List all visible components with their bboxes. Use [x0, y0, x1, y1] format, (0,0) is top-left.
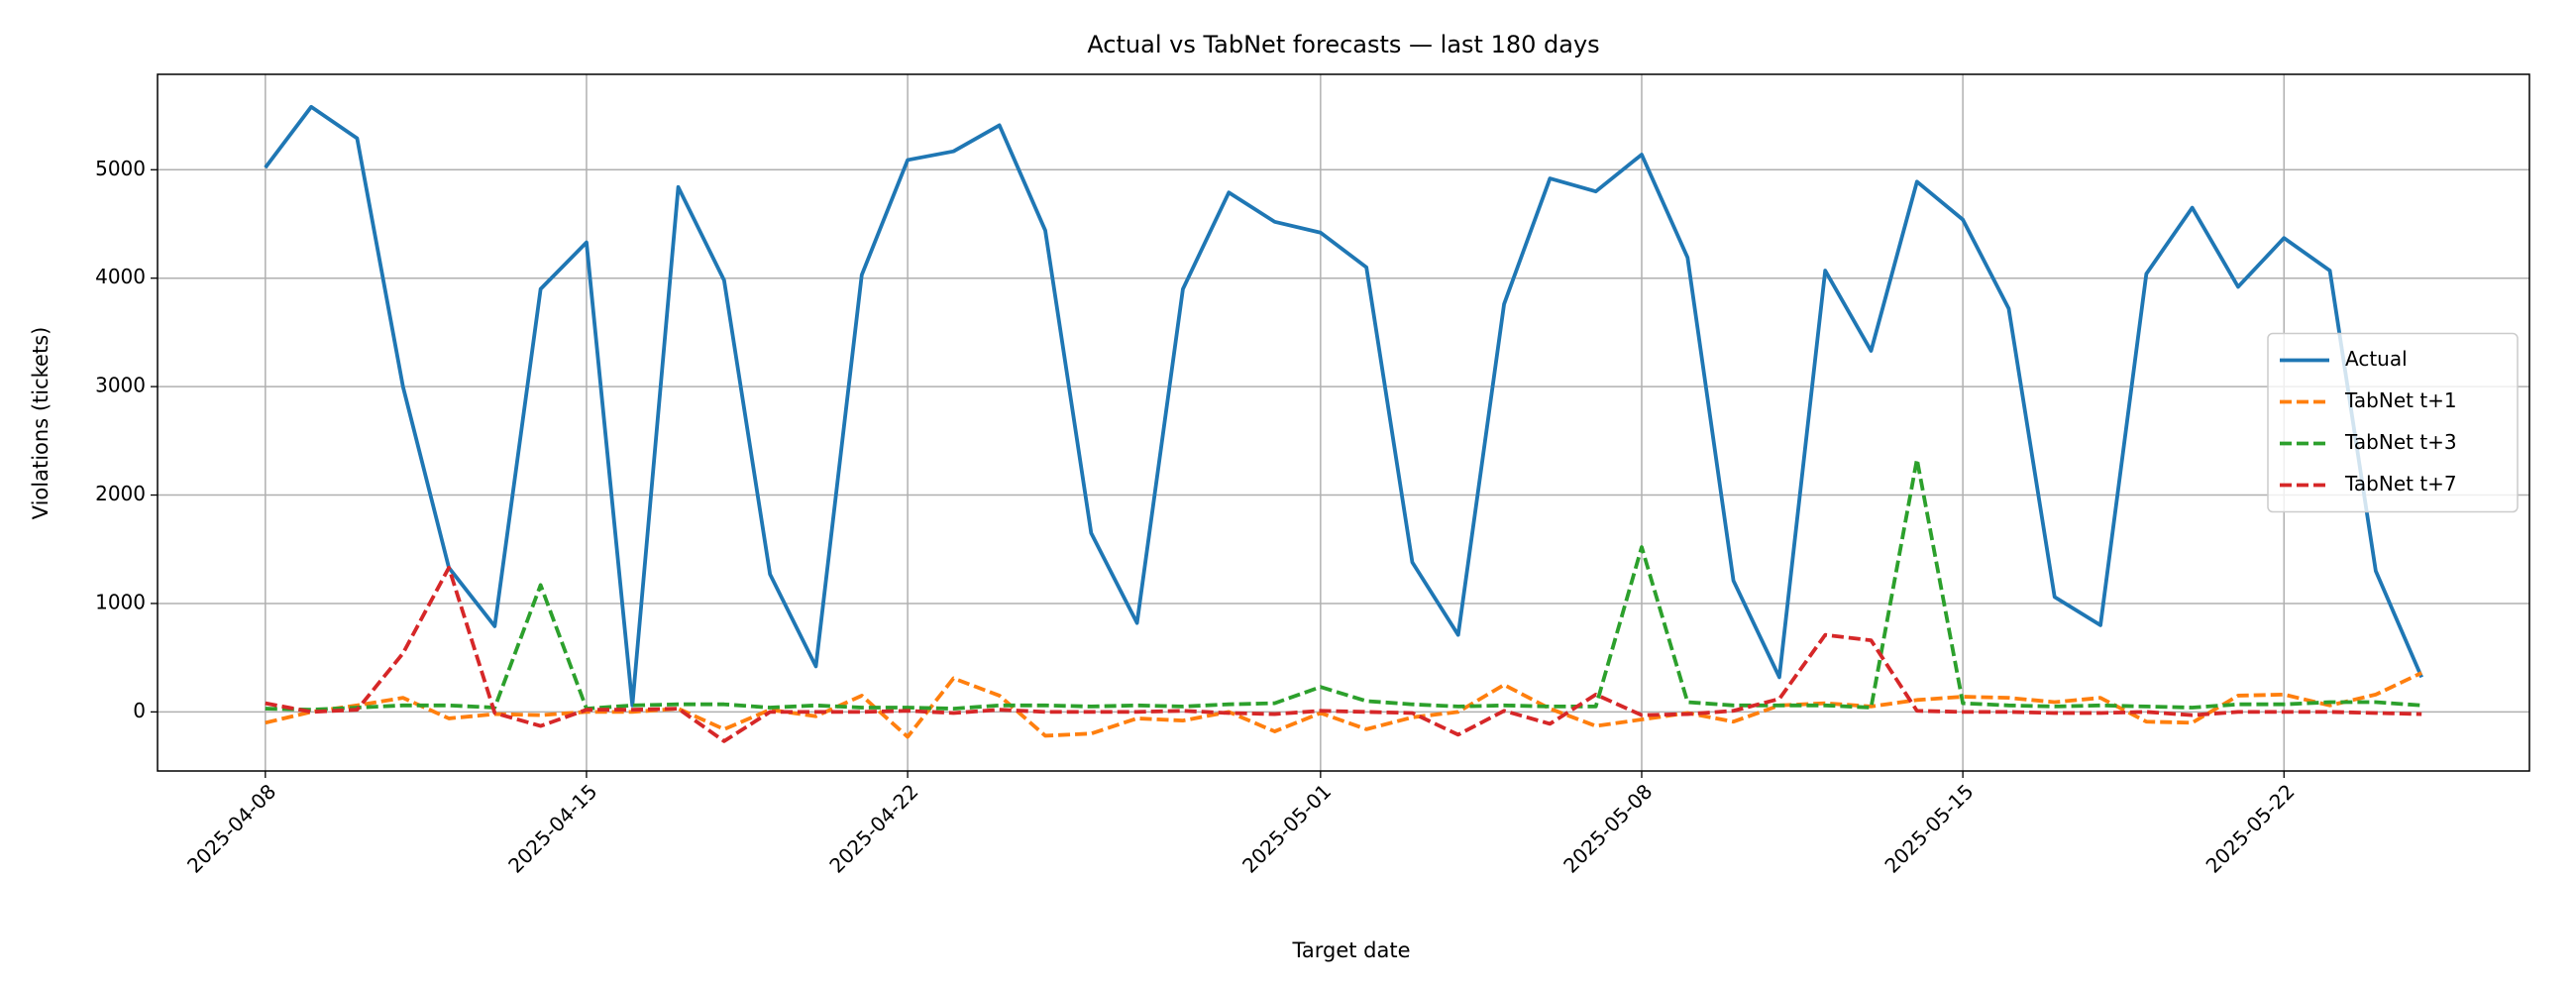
x-tick-label: 2025-04-15 [503, 779, 601, 877]
y-tick-label: 1000 [95, 590, 146, 613]
x-tick-label: 2025-04-08 [182, 779, 280, 877]
legend-label: TabNet t+7 [2344, 472, 2457, 496]
y-tick-label: 0 [133, 699, 146, 722]
series-line [265, 457, 2422, 713]
x-tick-label: 2025-05-08 [1558, 779, 1657, 877]
legend-label: TabNet t+3 [2344, 430, 2457, 454]
legend-box [2267, 332, 2519, 513]
series-line [265, 671, 2422, 739]
x-tick-label: 2025-05-15 [1879, 779, 1978, 877]
y-tick-label: 4000 [95, 265, 146, 288]
series-line [264, 104, 2423, 708]
x-axis-title: Target date [1292, 938, 1411, 962]
legend-label: Actual [2345, 347, 2408, 371]
y-tick-label: 3000 [95, 374, 146, 397]
chart-title: Actual vs TabNet forecasts — last 180 da… [1087, 31, 1599, 58]
x-tick-label: 2025-05-01 [1237, 779, 1336, 877]
plot-frame [157, 73, 2530, 772]
legend-label: TabNet t+1 [2344, 388, 2457, 412]
y-tick-label: 5000 [95, 157, 146, 180]
x-tick-label: 2025-04-22 [824, 779, 922, 877]
y-tick-label: 2000 [95, 482, 146, 505]
series-line [265, 565, 2422, 743]
y-axis-title: Violations (tickets) [29, 327, 53, 520]
x-tick-label: 2025-05-22 [2201, 779, 2300, 877]
